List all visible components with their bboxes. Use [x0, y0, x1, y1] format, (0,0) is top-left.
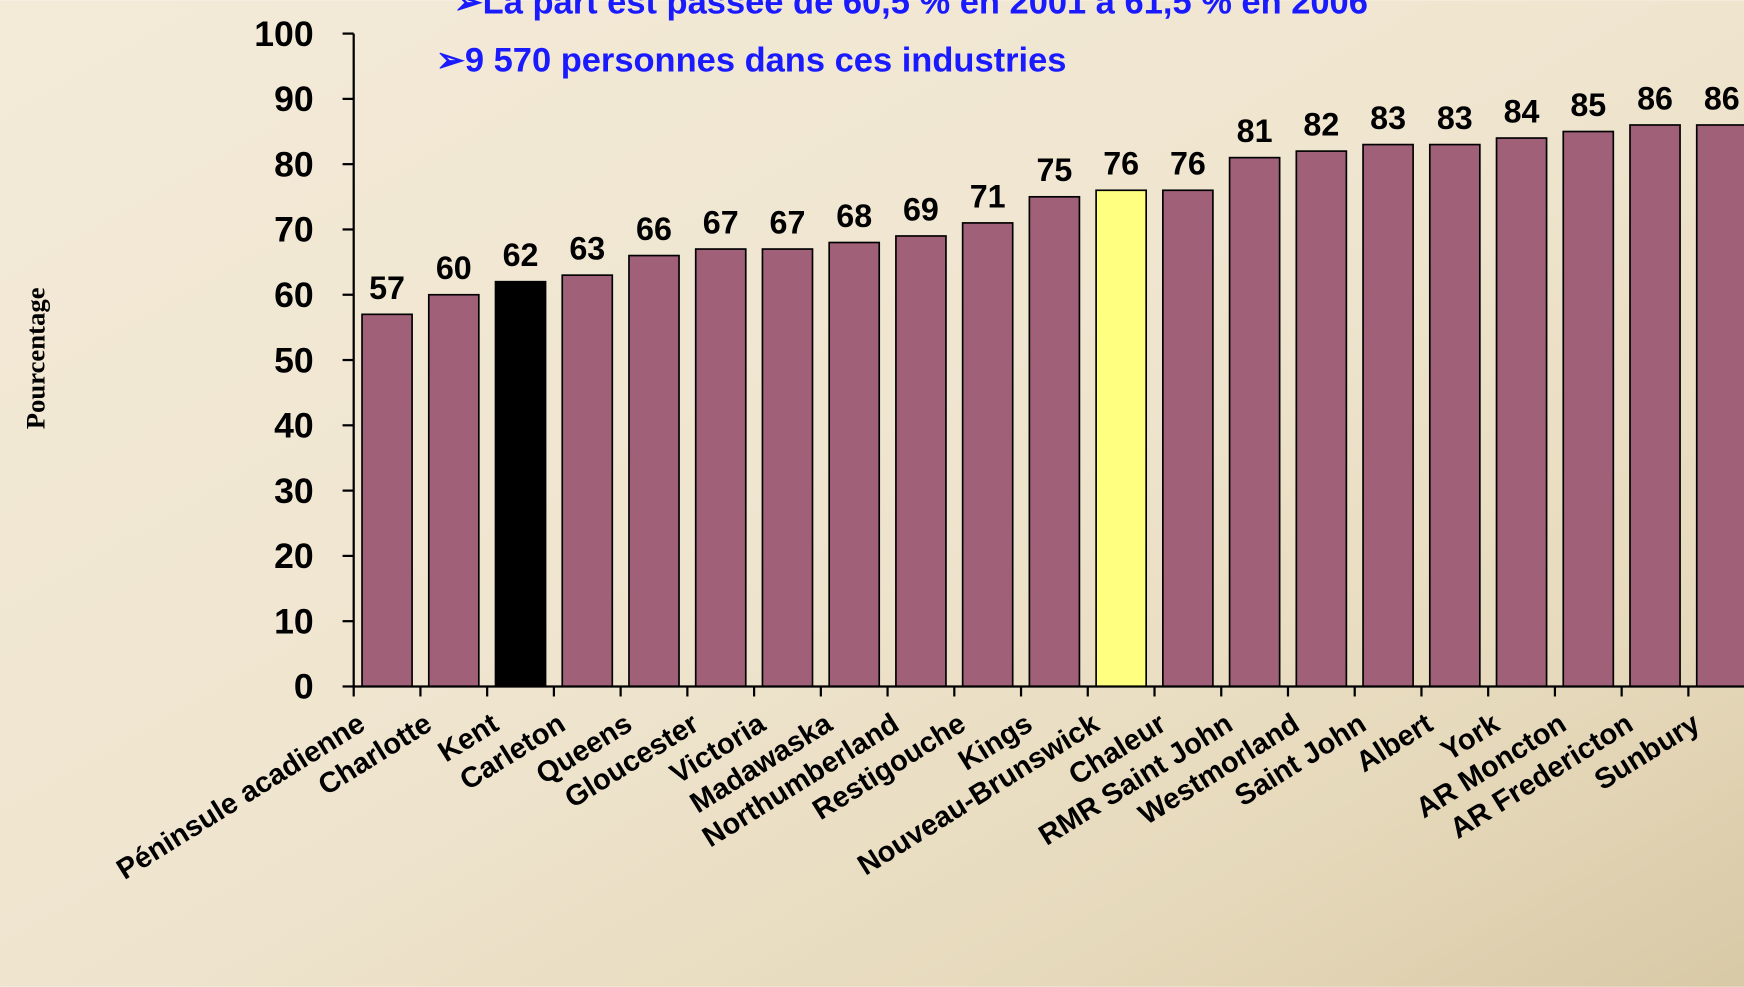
bar: [694, 248, 747, 688]
bar: [961, 222, 1014, 688]
value-label: 86: [1704, 80, 1740, 116]
value-label: 75: [1036, 152, 1072, 188]
y-tick-label: 10: [274, 601, 314, 641]
value-label: 63: [569, 231, 605, 267]
value-label: 68: [836, 198, 872, 234]
bar: [427, 293, 480, 688]
y-tick-label: 50: [274, 340, 314, 380]
bar: [1629, 124, 1681, 688]
value-label: 86: [1637, 80, 1673, 116]
annotation: ➢La part est passée de 60,5 % en 2001 à …: [454, 0, 1368, 22]
value-label: 67: [703, 204, 739, 240]
bar: [561, 274, 614, 688]
value-label: 76: [1170, 146, 1206, 182]
bar: [1162, 189, 1214, 688]
bar: [1095, 189, 1148, 688]
value-label: 71: [970, 178, 1006, 214]
bar: [628, 254, 680, 688]
bar: [761, 248, 814, 688]
bar: [1428, 143, 1481, 688]
value-label: 83: [1437, 100, 1473, 136]
bar: [1695, 124, 1744, 688]
bar: [1495, 137, 1548, 688]
value-label: 85: [1570, 87, 1606, 123]
value-label: 81: [1237, 113, 1273, 149]
bar: [1228, 156, 1281, 688]
bar: [1028, 195, 1081, 688]
y-tick-label: 20: [274, 536, 314, 576]
y-tick-label: 0: [294, 667, 314, 707]
value-label: 62: [503, 237, 539, 273]
y-tick-label: 60: [274, 275, 314, 315]
value-label: 66: [636, 211, 672, 247]
value-label: 82: [1303, 107, 1339, 143]
value-label: 60: [436, 250, 472, 286]
bar: [895, 235, 947, 688]
y-axis-label: Pourcentage: [20, 287, 50, 429]
y-tick-label: 30: [274, 471, 314, 511]
y-tick-label: 70: [274, 210, 314, 250]
y-tick-label: 80: [274, 144, 314, 184]
value-label: 67: [770, 204, 806, 240]
y-tick-label: 90: [274, 79, 314, 119]
bar: [1362, 143, 1414, 688]
bar: [1295, 150, 1348, 688]
bar: [361, 313, 413, 688]
value-label: 84: [1504, 93, 1540, 129]
bar: [494, 280, 547, 688]
value-label: 83: [1370, 100, 1406, 136]
y-tick-label: 40: [274, 406, 314, 446]
y-tick-label: 100: [254, 14, 313, 54]
value-label: 76: [1103, 146, 1139, 182]
annotation: ➢9 570 personnes dans ces industries: [436, 41, 1066, 79]
bar: [828, 241, 881, 688]
value-label: 57: [369, 270, 405, 306]
bar: [1562, 130, 1615, 688]
value-label: 69: [903, 191, 939, 227]
